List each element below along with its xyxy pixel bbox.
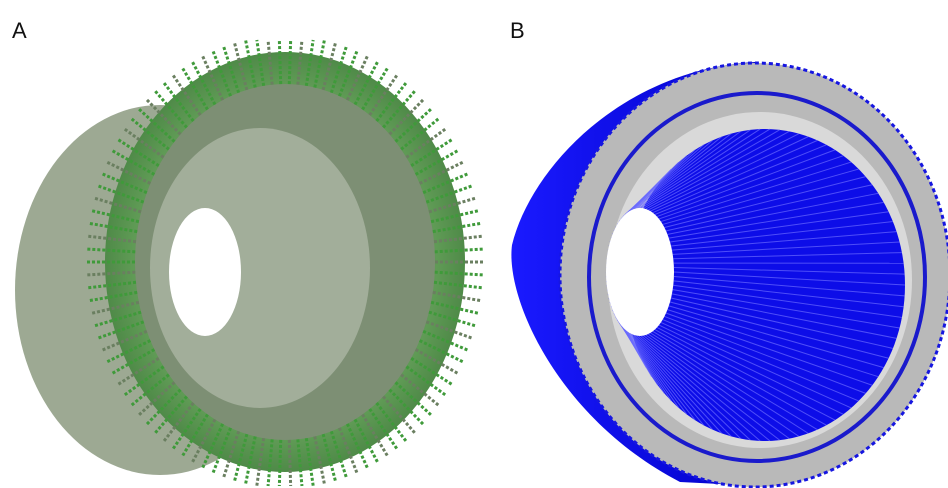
spike [289,40,290,84]
tube-hole [169,208,241,336]
figure: A B [0,0,948,488]
panel-label: B [510,18,525,43]
cylinder-hole [606,208,674,336]
page: A B (() => { const data = JSON.parse(doc… [0,0,948,488]
spike [279,40,280,84]
molecular-tube [15,40,483,486]
panel-label: A [12,18,27,43]
cylinder-model [511,62,948,487]
